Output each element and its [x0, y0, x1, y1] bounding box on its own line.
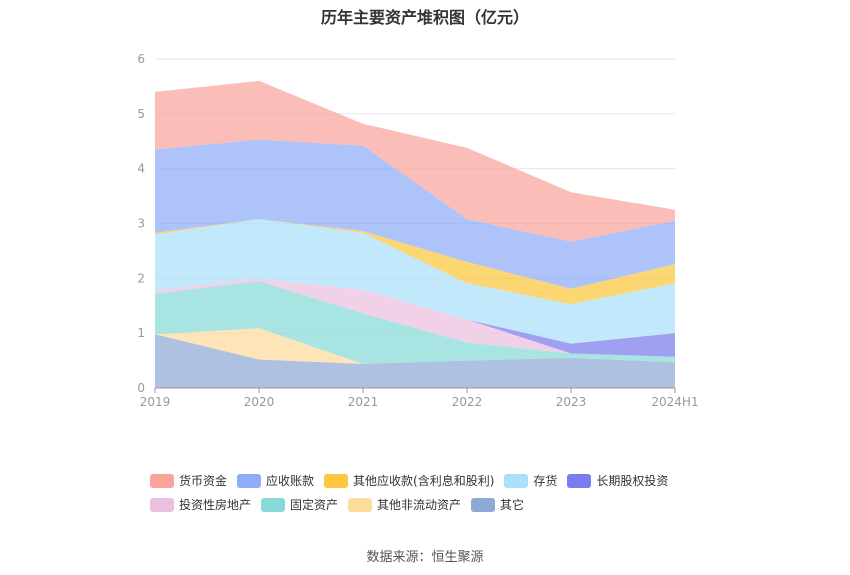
legend-label: 长期股权投资 — [596, 474, 669, 488]
legend-swatch — [150, 473, 174, 488]
legend-swatch — [237, 473, 262, 488]
x-tick-label: 2024H1 — [651, 395, 698, 409]
legend-swatch — [150, 497, 174, 512]
legend-item[interactable]: 其它 — [471, 496, 524, 513]
y-tick-label: 6 — [137, 52, 145, 66]
legend-item[interactable]: 存货 — [504, 472, 557, 489]
legend-item[interactable]: 其他非流动资产 — [348, 496, 461, 513]
chart-title: 历年主要资产堆积图（亿元） — [320, 8, 529, 27]
area-series — [155, 281, 675, 364]
legend-swatch — [348, 497, 373, 512]
y-tick-label: 5 — [137, 107, 145, 121]
area-series — [155, 139, 675, 289]
legend-label: 投资性房地产 — [179, 498, 252, 512]
legend-item[interactable]: 应收账款 — [237, 472, 314, 489]
x-tick-label: 2023 — [556, 395, 587, 409]
legend: 货币资金 应收账款 其他应收款(含利息和股利) 存货 长期股权投资投资性房地产 固定资产 其… — [150, 472, 710, 520]
y-tick-label: 0 — [137, 381, 145, 395]
area-series — [155, 328, 675, 364]
x-tick-label: 2020 — [244, 395, 275, 409]
legend-row: 货币资金 应收账款 其他应收款(含利息和股利) 存货 长期股权投资 — [150, 472, 710, 489]
legend-label: 固定资产 — [290, 498, 339, 512]
area-series — [155, 219, 675, 305]
data-source-note: 数据来源：恒生聚源 — [366, 550, 484, 565]
legend-swatch — [567, 473, 592, 488]
area-series — [155, 219, 675, 344]
legend-item[interactable]: 其他应收款(含利息和股利) — [324, 472, 494, 489]
x-tick-label: 2021 — [348, 395, 379, 409]
y-tick-label: 3 — [137, 217, 145, 231]
legend-label: 存货 — [533, 474, 558, 488]
legend-label: 货币资金 — [179, 474, 228, 488]
legend-label: 其他非流动资产 — [377, 498, 462, 512]
legend-swatch — [261, 497, 286, 512]
area-series — [155, 278, 675, 357]
legend-item[interactable]: 投资性房地产 — [150, 496, 251, 513]
legend-item[interactable]: 长期股权投资 — [567, 472, 668, 489]
area-series — [155, 278, 675, 357]
x-tick-label: 2019 — [140, 395, 171, 409]
area-series — [155, 334, 675, 388]
legend-label: 其它 — [500, 498, 525, 512]
legend-label: 应收账款 — [266, 474, 315, 488]
y-tick-label: 1 — [137, 326, 145, 340]
area-series — [155, 80, 675, 242]
legend-label: 其他应收款(含利息和股利) — [353, 474, 495, 488]
legend-swatch — [471, 497, 496, 512]
y-tick-label: 4 — [137, 162, 145, 176]
legend-row: 投资性房地产 固定资产 其他非流动资产 其它 — [150, 496, 710, 513]
y-tick-label: 2 — [137, 271, 145, 285]
chart-canvas: 0 1 2 3 4 5 6 2019 2020 2021 2022 2023 2024H1 — [137, 52, 698, 409]
legend-item[interactable]: 货币资金 — [150, 472, 227, 489]
legend-swatch — [504, 473, 529, 488]
legend-swatch — [324, 473, 349, 488]
stacked-areas — [155, 80, 675, 388]
axes: 0 1 2 3 4 5 6 2019 2020 2021 2022 2023 2024H1 — [137, 52, 698, 409]
legend-item[interactable]: 固定资产 — [261, 496, 338, 513]
x-tick-label: 2022 — [452, 395, 483, 409]
